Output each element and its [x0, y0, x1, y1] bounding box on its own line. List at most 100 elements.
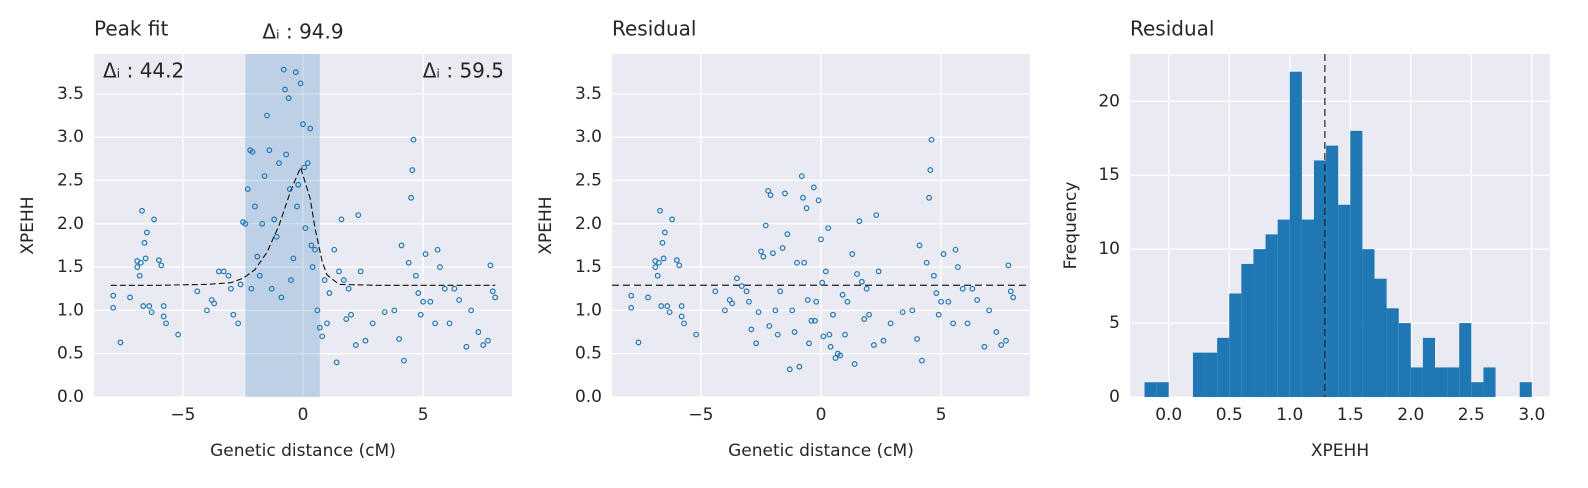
data-point	[308, 242, 315, 249]
data-point	[362, 337, 369, 344]
data-point	[635, 339, 642, 346]
histogram-bar	[1519, 382, 1532, 397]
data-point	[420, 298, 427, 305]
data-point	[1005, 262, 1012, 269]
data-point	[927, 167, 934, 173]
data-point	[398, 242, 405, 249]
data-point	[659, 239, 666, 246]
data-point	[628, 292, 635, 299]
data-point	[777, 288, 784, 295]
data-point	[818, 236, 824, 243]
data-point	[252, 203, 258, 210]
data-point	[798, 173, 805, 180]
data-point	[813, 298, 820, 305]
data-point	[964, 320, 971, 327]
y-tick-label: 1.5	[575, 257, 602, 277]
data-point	[873, 212, 880, 219]
data-point	[345, 285, 352, 292]
data-point	[211, 300, 218, 307]
data-point	[204, 307, 210, 314]
data-point	[163, 320, 169, 327]
y-tick-label: 2.5	[57, 170, 84, 190]
data-point	[352, 342, 359, 348]
x-tick-label: 2.0	[1397, 405, 1424, 425]
data-point	[808, 317, 815, 324]
data-point	[837, 352, 844, 359]
data-point	[441, 285, 448, 292]
data-point	[782, 190, 788, 197]
data-point	[140, 303, 147, 309]
data-point	[770, 250, 776, 257]
y-tick-label: 3.5	[57, 84, 84, 104]
y-tick-label: 0.0	[57, 387, 84, 407]
data-point	[870, 342, 877, 348]
data-point	[810, 184, 817, 191]
data-point	[673, 257, 680, 264]
data-point	[827, 343, 834, 350]
data-point	[413, 272, 419, 279]
data-point	[734, 275, 740, 282]
data-point	[815, 197, 822, 204]
data-point	[286, 186, 293, 193]
histogram-bar	[1386, 308, 1399, 397]
data-point	[134, 264, 141, 270]
data-point	[261, 173, 268, 180]
data-point	[400, 357, 407, 364]
data-point	[933, 290, 940, 296]
data-point	[492, 294, 499, 301]
data-point	[856, 218, 863, 225]
data-point	[235, 320, 242, 327]
data-point	[110, 304, 117, 311]
histogram-bar	[1156, 382, 1169, 397]
y-tick-label: 2.0	[57, 214, 84, 234]
data-point	[655, 259, 662, 266]
histogram-bar	[1459, 323, 1472, 397]
data-point	[266, 147, 273, 154]
data-point	[220, 268, 227, 275]
data-point	[292, 69, 299, 76]
data-point	[849, 251, 856, 257]
data-point	[309, 264, 316, 270]
data-point	[693, 331, 699, 338]
data-point	[914, 336, 920, 342]
data-point	[297, 80, 304, 87]
data-point	[657, 207, 663, 214]
data-point	[969, 285, 976, 292]
data-point	[468, 307, 475, 314]
data-point	[779, 245, 786, 251]
histogram-bar	[1265, 234, 1278, 397]
histogram-bar	[1447, 367, 1460, 397]
data-point	[141, 239, 148, 246]
data-point	[480, 342, 487, 348]
data-point	[784, 231, 791, 238]
data-point	[766, 323, 773, 329]
data-point	[832, 355, 839, 361]
data-point	[271, 216, 278, 223]
data-point	[645, 294, 651, 301]
data-point	[800, 194, 806, 201]
data-point	[819, 279, 826, 286]
data-point	[417, 311, 424, 318]
data-point	[767, 192, 774, 199]
data-point	[628, 304, 635, 311]
data-point	[758, 248, 764, 255]
data-point	[854, 271, 860, 277]
data-point	[422, 251, 429, 257]
data-point	[1003, 337, 1009, 344]
data-point	[861, 316, 868, 322]
data-point	[302, 225, 309, 231]
data-point	[487, 262, 494, 269]
data-point	[456, 297, 463, 303]
y-tick-label: 0.5	[575, 344, 602, 364]
data-point	[136, 272, 143, 279]
data-point	[986, 307, 993, 314]
data-point	[312, 246, 318, 253]
histogram-bar	[1205, 352, 1218, 397]
data-point	[712, 288, 719, 295]
data-point	[127, 294, 133, 301]
histogram-bar	[1289, 71, 1302, 397]
data-point	[652, 264, 659, 270]
data-point	[660, 255, 667, 262]
data-point	[485, 337, 491, 344]
data-point	[348, 311, 354, 318]
